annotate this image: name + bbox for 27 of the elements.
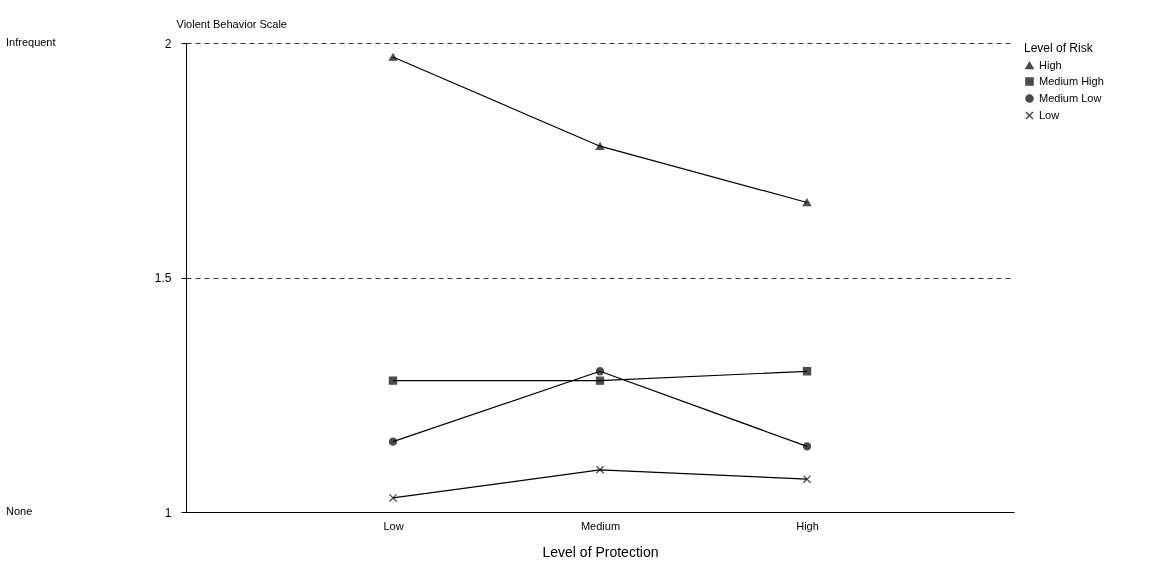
x-tick-label: Medium — [580, 519, 621, 532]
y-tick-label: 2 — [164, 36, 172, 51]
legend-label: High — [1039, 58, 1062, 71]
text: None — [6, 505, 33, 517]
y-axis-title: Violent Behavior Scale — [176, 17, 287, 30]
point — [388, 376, 398, 385]
point — [802, 198, 812, 207]
point — [595, 465, 605, 474]
point — [595, 367, 605, 376]
point — [388, 53, 398, 61]
x-tick-label: Low — [383, 519, 404, 532]
legend-label: Medium Low — [1039, 91, 1102, 104]
point — [802, 474, 812, 484]
y-tick-label: 1.5 — [154, 271, 172, 285]
x-tick-label: High — [796, 519, 819, 532]
point — [595, 376, 605, 385]
point — [802, 367, 812, 376]
point — [595, 142, 605, 150]
point — [802, 442, 812, 451]
legend-title: Level of Risk — [1024, 41, 1094, 55]
legend-label: Low — [1039, 108, 1060, 121]
legend-label: Medium High — [1039, 74, 1104, 87]
y-tick-label: 1 — [164, 505, 172, 520]
point — [388, 437, 398, 446]
point — [388, 493, 398, 503]
x-axis-title: Level of Protection — [542, 543, 659, 560]
text: Infrequent — [6, 36, 56, 48]
